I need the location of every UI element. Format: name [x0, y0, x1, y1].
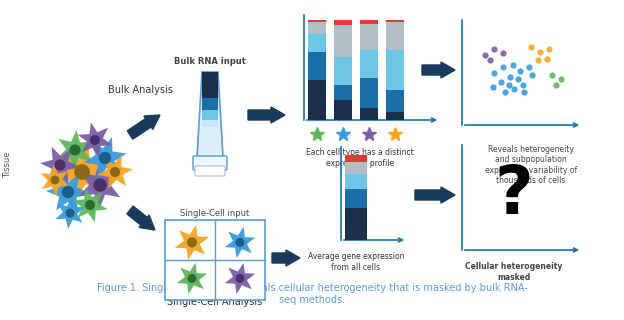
Polygon shape — [127, 206, 155, 230]
Bar — [345, 155, 367, 162]
Circle shape — [69, 144, 80, 156]
Bar — [345, 162, 367, 174]
Polygon shape — [78, 123, 112, 157]
Bar — [386, 50, 404, 90]
Text: Cellular heterogeneity
masked: Cellular heterogeneity masked — [465, 262, 562, 282]
Bar — [202, 98, 218, 110]
Polygon shape — [79, 161, 121, 209]
Circle shape — [74, 164, 90, 180]
Bar — [334, 100, 352, 120]
Polygon shape — [56, 197, 85, 229]
Circle shape — [110, 167, 120, 177]
Text: ?: ? — [494, 162, 533, 228]
Polygon shape — [127, 115, 160, 139]
Circle shape — [188, 274, 197, 283]
Circle shape — [93, 178, 107, 192]
Text: Figure 1. Single-cell RNA-seq reveals cellular heterogeneity that is masked by b: Figure 1. Single-cell RNA-seq reveals ce… — [97, 283, 527, 305]
Text: Single-Cell Analysis: Single-Cell Analysis — [167, 297, 263, 307]
Bar — [386, 90, 404, 112]
Bar — [360, 20, 378, 24]
Polygon shape — [272, 250, 300, 266]
Polygon shape — [225, 227, 255, 258]
Bar — [360, 78, 378, 108]
Bar — [308, 20, 326, 22]
Polygon shape — [46, 172, 90, 212]
Bar — [308, 34, 326, 52]
Bar — [360, 50, 378, 78]
Polygon shape — [97, 155, 133, 189]
Bar — [345, 189, 367, 208]
Polygon shape — [41, 164, 69, 196]
Polygon shape — [177, 263, 207, 294]
Bar — [202, 120, 218, 127]
Bar — [308, 52, 326, 80]
Text: Tissue: Tissue — [4, 152, 12, 178]
Circle shape — [99, 152, 111, 164]
Polygon shape — [225, 263, 255, 294]
Text: Bulk RNA input: Bulk RNA input — [174, 58, 246, 67]
Polygon shape — [422, 62, 455, 78]
Bar — [308, 80, 326, 120]
Circle shape — [51, 175, 59, 184]
FancyBboxPatch shape — [193, 156, 227, 170]
Polygon shape — [248, 107, 285, 123]
FancyBboxPatch shape — [195, 166, 225, 176]
Polygon shape — [84, 137, 127, 179]
Bar — [345, 174, 367, 189]
Bar — [334, 57, 352, 85]
Bar — [345, 208, 367, 240]
Text: Single-Cell input: Single-Cell input — [180, 209, 250, 218]
Circle shape — [54, 159, 66, 171]
Circle shape — [235, 238, 245, 247]
Bar — [334, 25, 352, 57]
Text: Each cell type has a distinct
expression profile: Each cell type has a distinct expression… — [306, 148, 414, 168]
Circle shape — [85, 200, 95, 210]
Circle shape — [66, 209, 74, 218]
Circle shape — [90, 135, 100, 145]
Bar — [165, 220, 265, 300]
Bar — [360, 24, 378, 50]
Polygon shape — [56, 145, 109, 199]
Circle shape — [235, 274, 245, 283]
Bar — [360, 108, 378, 120]
Circle shape — [62, 186, 74, 198]
Text: Reveals heterogeneity
and subpopulation
expression variability of
thousands of c: Reveals heterogeneity and subpopulation … — [485, 145, 577, 185]
Bar — [202, 110, 218, 120]
Bar — [386, 20, 404, 22]
Polygon shape — [72, 188, 107, 222]
Bar — [386, 112, 404, 120]
Polygon shape — [175, 225, 209, 260]
Bar — [202, 72, 218, 98]
Polygon shape — [197, 72, 223, 157]
Bar — [334, 85, 352, 100]
Polygon shape — [57, 130, 93, 170]
Text: Bulk Analysis: Bulk Analysis — [107, 85, 172, 95]
Polygon shape — [415, 187, 455, 203]
Bar — [334, 20, 352, 25]
Circle shape — [187, 237, 197, 247]
Bar — [308, 22, 326, 34]
Text: Average gene expression
from all cells: Average gene expression from all cells — [308, 252, 404, 272]
Bar — [386, 22, 404, 50]
Polygon shape — [40, 147, 80, 183]
